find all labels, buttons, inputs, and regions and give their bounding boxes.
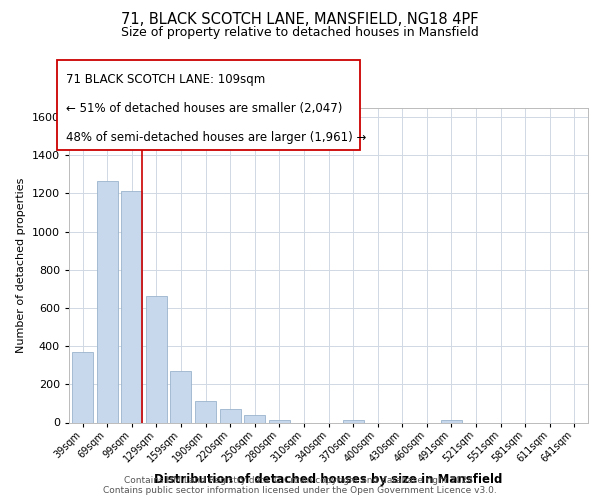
Y-axis label: Number of detached properties: Number of detached properties — [16, 178, 26, 352]
Bar — [72, 352, 93, 422]
Bar — [343, 420, 364, 422]
Bar — [269, 420, 290, 422]
Text: Size of property relative to detached houses in Mansfield: Size of property relative to detached ho… — [121, 26, 479, 39]
Text: ← 51% of detached houses are smaller (2,047): ← 51% of detached houses are smaller (2,… — [66, 102, 343, 114]
Text: Contains HM Land Registry data © Crown copyright and database right 2024.: Contains HM Land Registry data © Crown c… — [124, 476, 476, 485]
Bar — [146, 296, 167, 422]
Text: 71, BLACK SCOTCH LANE, MANSFIELD, NG18 4PF: 71, BLACK SCOTCH LANE, MANSFIELD, NG18 4… — [121, 12, 479, 28]
Text: Contains public sector information licensed under the Open Government Licence v3: Contains public sector information licen… — [103, 486, 497, 495]
X-axis label: Distribution of detached houses by size in Mansfield: Distribution of detached houses by size … — [154, 472, 503, 486]
Bar — [220, 409, 241, 422]
Bar — [170, 371, 191, 422]
Bar — [244, 415, 265, 422]
Bar — [97, 181, 118, 422]
Bar — [121, 190, 142, 422]
Text: 71 BLACK SCOTCH LANE: 109sqm: 71 BLACK SCOTCH LANE: 109sqm — [66, 72, 265, 86]
Bar — [441, 420, 462, 422]
Bar — [195, 400, 216, 422]
Text: 48% of semi-detached houses are larger (1,961) →: 48% of semi-detached houses are larger (… — [66, 130, 367, 143]
